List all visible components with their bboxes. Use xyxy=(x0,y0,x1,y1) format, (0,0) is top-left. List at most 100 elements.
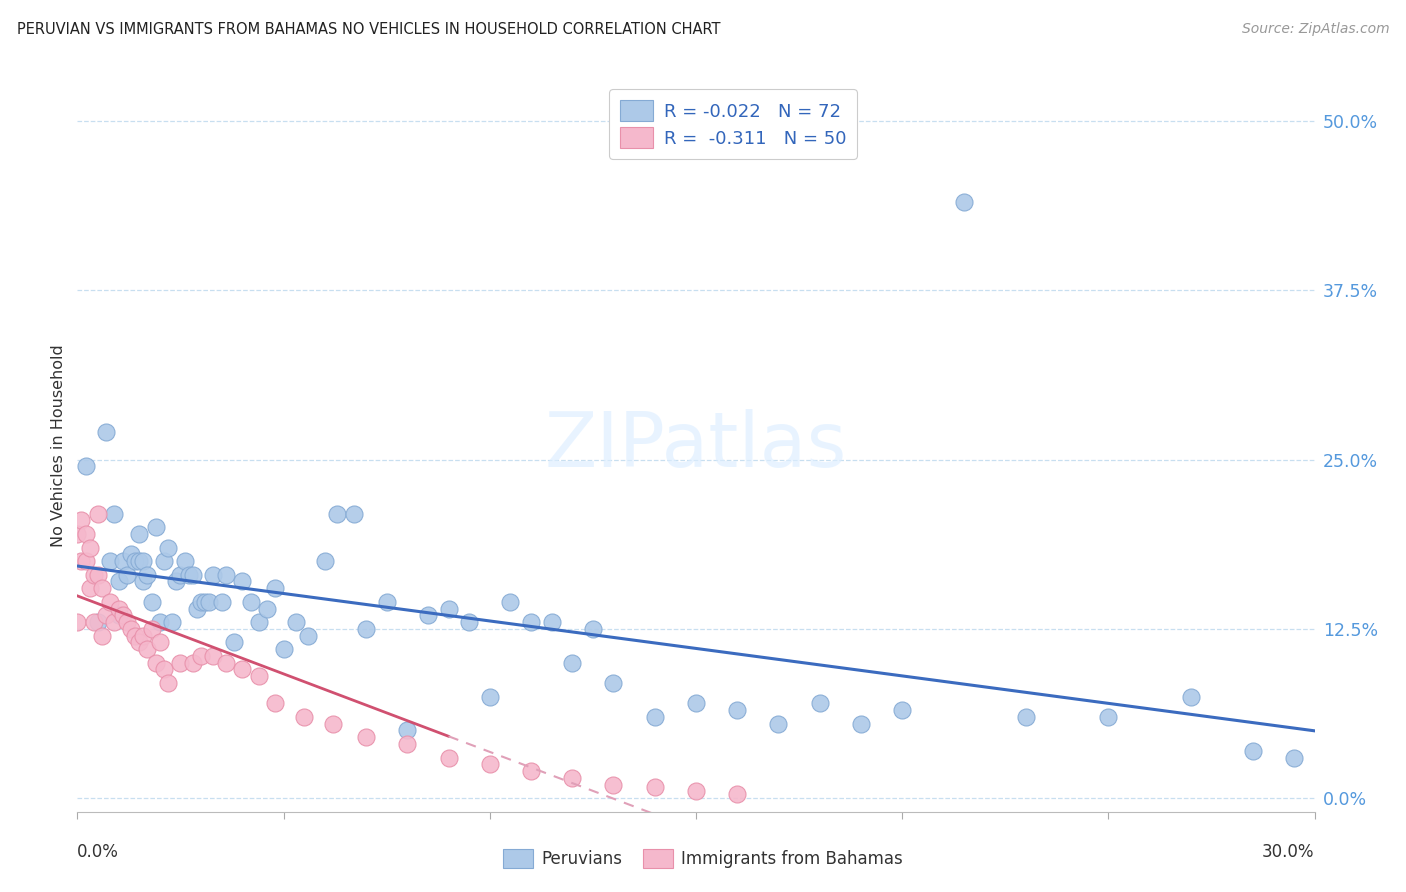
Point xyxy=(103,507,125,521)
Point xyxy=(602,676,624,690)
Point xyxy=(292,710,315,724)
Point xyxy=(83,615,105,629)
Point xyxy=(66,527,89,541)
Point xyxy=(520,615,543,629)
Point xyxy=(322,716,344,731)
Point xyxy=(396,737,419,751)
Point xyxy=(953,195,976,210)
Point xyxy=(136,567,159,582)
Point xyxy=(181,567,204,582)
Point xyxy=(120,622,142,636)
Point xyxy=(70,554,93,568)
Point xyxy=(98,554,121,568)
Text: ZIPatlas: ZIPatlas xyxy=(544,409,848,483)
Point xyxy=(91,629,114,643)
Point xyxy=(87,507,110,521)
Point xyxy=(273,642,295,657)
Y-axis label: No Vehicles in Household: No Vehicles in Household xyxy=(51,344,66,548)
Point xyxy=(149,615,172,629)
Point xyxy=(165,574,187,589)
Point xyxy=(239,595,262,609)
Point xyxy=(169,567,191,582)
Point xyxy=(145,656,167,670)
Point xyxy=(107,601,129,615)
Point xyxy=(75,554,97,568)
Point xyxy=(437,601,460,615)
Point xyxy=(190,595,212,609)
Point xyxy=(157,541,180,555)
Point xyxy=(115,615,138,629)
Point xyxy=(132,629,155,643)
Point xyxy=(644,710,666,724)
Point xyxy=(1097,710,1119,724)
Point xyxy=(375,595,398,609)
Point xyxy=(478,690,501,704)
Point xyxy=(891,703,914,717)
Point xyxy=(132,574,155,589)
Point xyxy=(107,574,129,589)
Point xyxy=(849,716,872,731)
Point xyxy=(247,615,270,629)
Point xyxy=(98,595,121,609)
Point xyxy=(561,771,583,785)
Point xyxy=(149,635,172,649)
Point xyxy=(157,676,180,690)
Point xyxy=(1282,750,1305,764)
Point xyxy=(111,608,134,623)
Point xyxy=(297,629,319,643)
Point xyxy=(153,554,176,568)
Point xyxy=(768,716,790,731)
Point xyxy=(215,656,238,670)
Point xyxy=(128,554,150,568)
Point xyxy=(561,656,583,670)
Point xyxy=(478,757,501,772)
Point xyxy=(132,554,155,568)
Point xyxy=(141,595,163,609)
Point xyxy=(202,567,225,582)
Point xyxy=(70,514,93,528)
Point xyxy=(136,642,159,657)
Point xyxy=(264,697,287,711)
Point xyxy=(141,622,163,636)
Point xyxy=(79,541,101,555)
Point xyxy=(173,554,195,568)
Point xyxy=(725,787,748,801)
Point xyxy=(66,615,89,629)
Point xyxy=(87,567,110,582)
Point xyxy=(458,615,481,629)
Point xyxy=(1180,690,1202,704)
Point xyxy=(194,595,217,609)
Point xyxy=(354,622,377,636)
Point xyxy=(145,520,167,534)
Point xyxy=(160,615,183,629)
Point xyxy=(153,663,176,677)
Point xyxy=(79,581,101,595)
Point xyxy=(87,615,110,629)
Point xyxy=(211,595,233,609)
Point xyxy=(314,554,336,568)
Point xyxy=(602,778,624,792)
Point xyxy=(343,507,366,521)
Point xyxy=(231,663,253,677)
Point xyxy=(1015,710,1038,724)
Point xyxy=(124,629,146,643)
Legend: R = -0.022   N = 72, R =  -0.311   N = 50: R = -0.022 N = 72, R = -0.311 N = 50 xyxy=(609,89,856,159)
Point xyxy=(115,567,138,582)
Point xyxy=(284,615,307,629)
Point xyxy=(685,697,707,711)
Point xyxy=(685,784,707,798)
Text: 0.0%: 0.0% xyxy=(77,843,120,861)
Point xyxy=(222,635,245,649)
Point xyxy=(111,554,134,568)
Point xyxy=(169,656,191,670)
Point xyxy=(124,554,146,568)
Point xyxy=(437,750,460,764)
Point xyxy=(264,581,287,595)
Point xyxy=(107,608,129,623)
Point xyxy=(1241,744,1264,758)
Point xyxy=(582,622,605,636)
Point xyxy=(644,780,666,795)
Point xyxy=(520,764,543,778)
Point xyxy=(186,601,208,615)
Point xyxy=(75,459,97,474)
